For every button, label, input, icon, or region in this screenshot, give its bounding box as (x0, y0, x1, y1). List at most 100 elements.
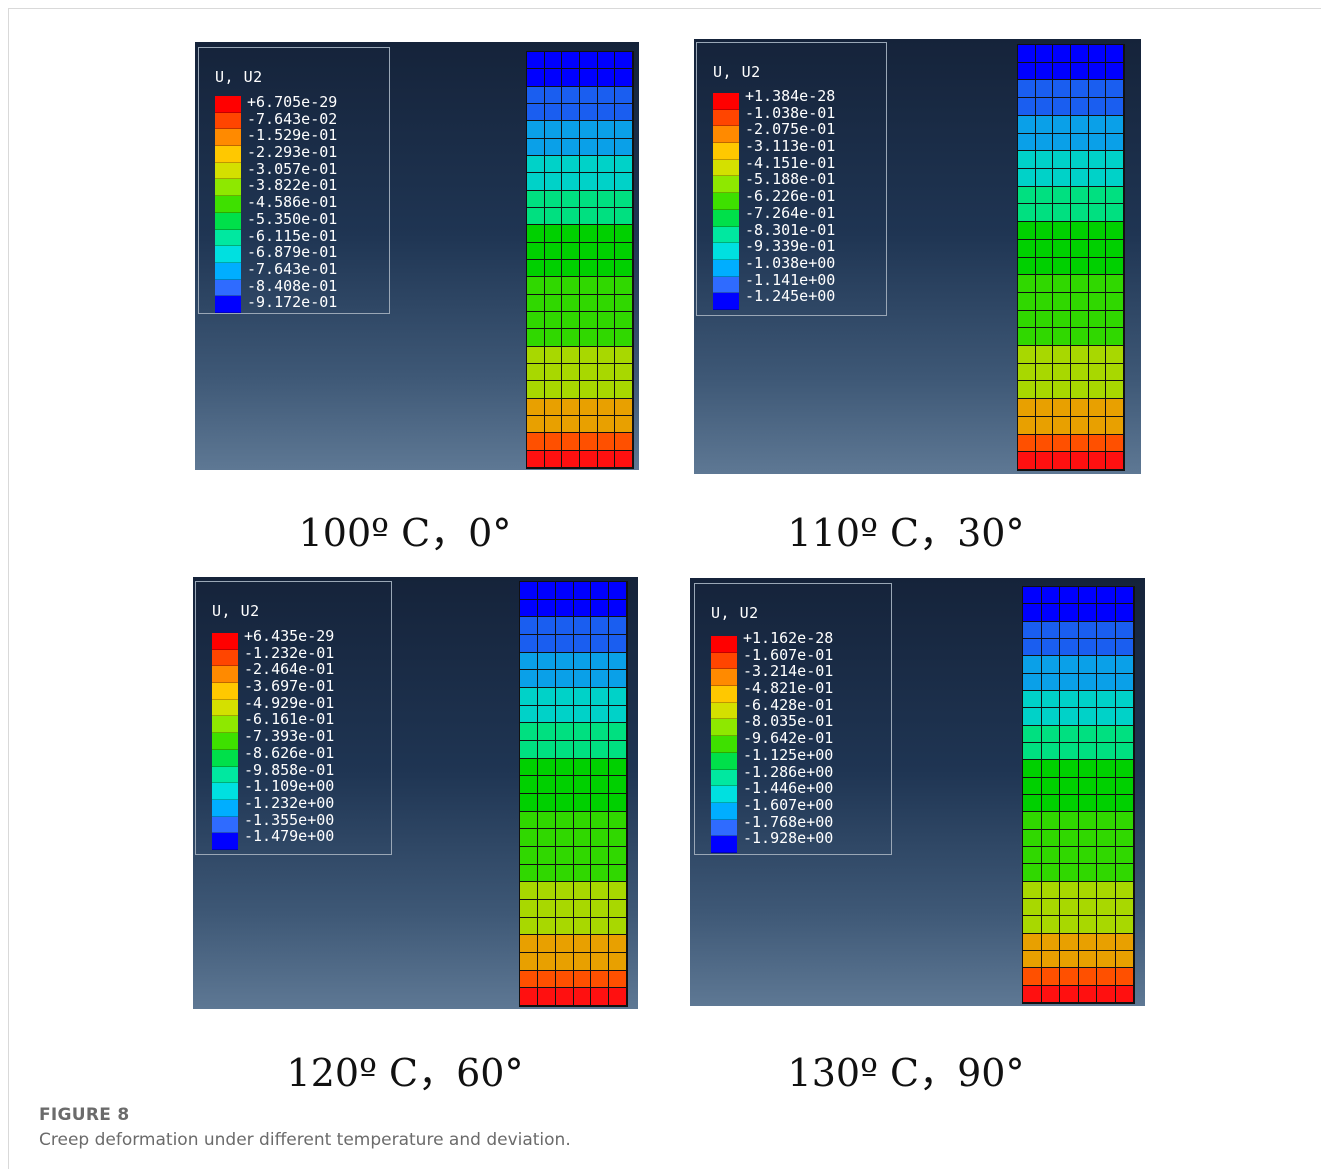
mesh-element (1115, 951, 1134, 969)
legend-value: -1.529e-01 (247, 126, 338, 145)
mesh-element (591, 793, 610, 812)
mesh-element (527, 398, 545, 416)
mesh-element (1097, 725, 1116, 743)
mesh-element (1106, 204, 1124, 223)
legend-swatch (711, 686, 737, 703)
legend-value: -7.264e-01 (745, 203, 836, 222)
mesh-element (562, 450, 580, 468)
panel-caption-4: 130º C，90° (787, 1051, 1025, 1095)
mesh-element (562, 121, 580, 139)
mesh-element (1018, 310, 1036, 329)
mesh-element (1053, 292, 1071, 311)
mesh-element (1023, 829, 1042, 847)
mesh-element (1041, 795, 1060, 813)
legend-swatch (215, 212, 241, 230)
mesh-element (544, 104, 563, 122)
legend-swatch (711, 669, 737, 687)
mesh-element (579, 52, 598, 70)
mesh-element (1070, 80, 1089, 99)
legend-swatch (212, 833, 238, 850)
mesh-element (591, 740, 610, 759)
legend-value: -1.125e+00 (743, 745, 834, 764)
mesh-element (1053, 346, 1071, 364)
mesh-element (1115, 916, 1134, 934)
legend-swatch (713, 109, 739, 127)
mesh-element (1023, 777, 1042, 795)
mesh-element (1097, 951, 1116, 969)
mesh-element (1053, 204, 1071, 223)
mesh-element (1041, 951, 1060, 969)
mesh-element (562, 346, 580, 364)
mesh-element (544, 398, 563, 416)
mesh-element (1070, 62, 1089, 81)
mesh-element (537, 882, 556, 900)
mesh-element (520, 582, 538, 600)
mesh-element (1018, 98, 1036, 116)
mesh-element (520, 882, 538, 900)
mesh-element (1088, 186, 1107, 205)
mesh-element (573, 793, 592, 812)
mesh-element (1053, 416, 1071, 435)
mesh-element (1097, 812, 1116, 830)
mesh-element (1088, 45, 1107, 63)
mesh-element (609, 687, 627, 706)
mesh-element (1088, 275, 1107, 293)
mesh-element (591, 705, 610, 724)
mesh-element (555, 970, 574, 989)
mesh-element (1115, 691, 1134, 709)
mesh-element (1035, 346, 1054, 364)
mesh-element (597, 86, 616, 104)
mesh-element (1060, 881, 1079, 899)
mesh-element (1115, 933, 1134, 951)
mesh-element (537, 864, 556, 883)
legend-title: U, U2 (215, 68, 263, 86)
legend-value: -5.350e-01 (247, 209, 338, 228)
mesh-element (1078, 604, 1097, 622)
legend-value: -9.339e-01 (745, 237, 836, 256)
mesh-element (1060, 760, 1079, 778)
mesh-element (579, 138, 598, 156)
mesh-element (597, 208, 616, 226)
mesh-element (1035, 399, 1054, 417)
mesh-element (527, 225, 545, 243)
legend-box: U, U2 +6.435e-29 -1.232e-01 -2.464e-01 -… (195, 581, 392, 855)
contour-panel-1: U, U2 +6.705e-29 -7.643e-02 -1.529e-01 -… (195, 42, 639, 470)
mesh-element (520, 988, 538, 1006)
mesh-element (1018, 239, 1036, 258)
legend-value: -3.214e-01 (743, 662, 834, 681)
legend-value: -4.929e-01 (244, 693, 335, 712)
mesh-element (1060, 587, 1079, 605)
mesh-element (1041, 812, 1060, 830)
legend-box: U, U2 +1.384e-28 -1.038e-01 -2.075e-01 -… (696, 42, 887, 316)
mesh-element (597, 346, 616, 364)
mesh-element (615, 277, 633, 295)
mesh-element (1018, 204, 1036, 223)
mesh-element (1088, 452, 1107, 470)
mesh-element (544, 260, 563, 278)
legend-swatch (713, 209, 739, 227)
mesh-element (597, 416, 616, 434)
mesh-element (615, 86, 633, 104)
mesh-element (1070, 452, 1089, 470)
legend-swatch (215, 246, 241, 263)
mesh-element (579, 346, 598, 364)
mesh-element (544, 346, 563, 364)
mesh-element (1023, 639, 1042, 657)
mesh-element (1018, 62, 1036, 81)
mesh-element (527, 104, 545, 122)
mesh-element (1097, 933, 1116, 951)
legend-swatch (212, 633, 238, 650)
mesh-element (1115, 968, 1134, 986)
legend-value: -8.626e-01 (244, 743, 335, 762)
legend-swatch (713, 226, 739, 244)
mesh-element (520, 723, 538, 741)
mesh-element (1078, 777, 1097, 795)
mesh-element (562, 104, 580, 122)
legend-value: -7.643e-02 (247, 109, 338, 128)
mesh-element (591, 952, 610, 971)
mesh-element (1023, 656, 1042, 674)
legend-value: -6.226e-01 (745, 187, 836, 206)
legend-value: -1.355e+00 (244, 810, 335, 829)
mesh-element (1106, 239, 1124, 258)
mesh-element (1070, 399, 1089, 417)
